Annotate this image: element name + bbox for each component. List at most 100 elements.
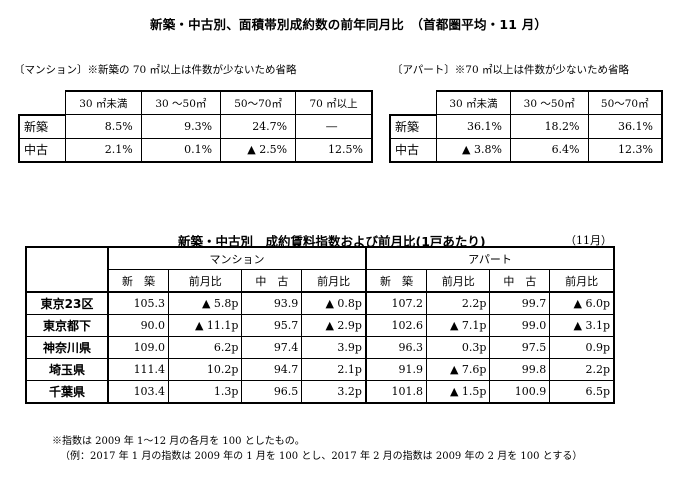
apart-table: 30 ㎡未満 30 ～50㎡ 50～70㎡ 新築 36.1% 18.2% 36.…: [389, 90, 663, 163]
table-cell: 103.4: [107, 380, 170, 404]
table-cell: ▲ 7.1p: [426, 314, 491, 337]
col-header: 50～70㎡: [220, 90, 297, 115]
table-cell: 3.9p: [301, 336, 367, 359]
row-label: 千葉県: [25, 380, 109, 404]
table-cell: 109.0: [107, 336, 170, 359]
col-header: 新 築: [107, 269, 170, 293]
table-cell: ▲ 0.8p: [301, 291, 367, 315]
table-cell: ▲ 7.6p: [426, 358, 491, 381]
row-label: 中古: [389, 137, 437, 163]
table-cell: 105.3: [107, 291, 170, 315]
table-cell: 94.7: [241, 358, 303, 381]
row-label: 新築: [389, 113, 437, 139]
mansion-label: 〔マンション〕: [14, 64, 88, 76]
footnote-1: ※指数は 2009 年 1～12 月の各月を 100 としたもの。: [52, 436, 305, 447]
table-cell: ▲ 5.8p: [168, 291, 243, 315]
table-cell: 2.2p: [549, 358, 615, 381]
table-cell: ▲ 6.0p: [549, 291, 615, 315]
table-cell: 0.1%: [140, 137, 222, 163]
table-row: 東京都下 90.0 ▲ 11.1p 95.7 ▲ 2.9p 102.6 ▲ 7.1p 99.0…: [25, 314, 615, 337]
index-table-month: （11月）: [565, 234, 612, 247]
col-header: 30 ㎡未満: [65, 90, 142, 115]
corner-cell: [19, 91, 66, 115]
col-header: 中 古: [489, 269, 551, 293]
table-cell: 36.1%: [436, 114, 511, 139]
index-table-title: 新築・中古別 成約賃料指数および前月比(1戸あたり): [178, 234, 486, 249]
table-cell: 97.5: [489, 336, 551, 359]
corner-cell: [25, 246, 109, 293]
table-cell: 9.3%: [140, 114, 222, 139]
table-cell: 107.2: [365, 291, 428, 315]
col-header: 前月比: [426, 269, 491, 293]
table-cell: ▲ 1.5p: [426, 380, 491, 404]
col-header: 30 ～50㎡: [509, 90, 589, 115]
table-cell: 2.1%: [65, 137, 142, 163]
table-cell: 6.4%: [509, 137, 589, 163]
row-label: 新築: [18, 113, 66, 139]
row-label: 埼玉県: [25, 358, 109, 381]
table-cell: 2.2p: [426, 291, 491, 315]
col-header: 70 ㎡以上: [295, 90, 374, 115]
col-header: 前月比: [549, 269, 615, 293]
table-cell: 101.8: [365, 380, 428, 404]
table-row: 埼玉県 111.4 10.2p 94.7 2.1p 91.9 ▲ 7.6p 99.8 2.2p: [25, 358, 615, 381]
table-cell: 99.7: [489, 291, 551, 315]
table-cell: 99.8: [489, 358, 551, 381]
table-cell: 100.9: [489, 380, 551, 404]
table-cell: ―: [295, 114, 374, 139]
index-table-body: 東京23区 105.3 ▲ 5.8p 93.9 ▲ 0.8p 107.2 2.2p 99.7 ▲…: [25, 291, 615, 404]
table-cell: 90.0: [107, 314, 170, 337]
mansion-table: 30 ㎡未満 30 ～50㎡ 50～70㎡ 70 ㎡以上 新築 8.5% 9.3…: [18, 90, 374, 163]
table-cell: 91.9: [365, 358, 428, 381]
table-cell: 93.9: [241, 291, 303, 315]
col-header: 50～70㎡: [587, 90, 663, 115]
row-label: 東京都下: [25, 314, 109, 337]
table-cell: 18.2%: [509, 114, 589, 139]
table-cell: 0.9p: [549, 336, 615, 359]
table-cell: 12.5%: [295, 137, 374, 163]
table-cell: ▲ 2.5%: [220, 137, 297, 163]
table-cell: 0.3p: [426, 336, 491, 359]
table-cell: 6.2p: [168, 336, 243, 359]
group-header-apart: アパート: [365, 246, 615, 270]
col-header: 前月比: [168, 269, 243, 293]
col-header: 前月比: [301, 269, 367, 293]
index-table: マンション アパート 新 築 前月比 中 古 前月比 新 築 前月比 中 古 前…: [25, 246, 615, 404]
apart-label: 〔アパート〕: [392, 64, 455, 76]
mansion-header: 〔マンション〕※新築の 70 ㎡以上は件数が少ないため省略: [14, 62, 297, 77]
table-cell: 97.4: [241, 336, 303, 359]
table-cell: 111.4: [107, 358, 170, 381]
table-cell: 12.3%: [587, 137, 663, 163]
page-title: 新築・中古別、面積帯別成約数の前年同月比 （首都圏平均・11 月）: [150, 17, 548, 32]
col-header: 新 築: [365, 269, 428, 293]
table-cell: ▲ 3.1p: [549, 314, 615, 337]
table-cell: ▲ 11.1p: [168, 314, 243, 337]
apart-note: ※70 ㎡以上は件数が少ないため省略: [454, 64, 629, 76]
table-row: 千葉県 103.4 1.3p 96.5 3.2p 101.8 ▲ 1.5p 100.9 6.5p: [25, 380, 615, 404]
table-cell: 36.1%: [587, 114, 663, 139]
table-cell: 99.0: [489, 314, 551, 337]
table-cell: 95.7: [241, 314, 303, 337]
col-header: 30 ～50㎡: [140, 90, 222, 115]
row-label: 中古: [18, 137, 66, 163]
col-header: 30 ㎡未満: [436, 90, 511, 115]
footnote-2: （例：2017 年 1 月の指数は 2009 年の 1 月を 100 とし、20…: [60, 451, 583, 462]
apart-header: 〔アパート〕※70 ㎡以上は件数が少ないため省略: [392, 62, 629, 77]
group-header-mansion: マンション: [107, 246, 367, 270]
col-header: 中 古: [241, 269, 303, 293]
table-cell: 96.5: [241, 380, 303, 404]
corner-cell: [390, 91, 437, 115]
row-label: 東京23区: [25, 291, 109, 315]
table-row: 神奈川県 109.0 6.2p 97.4 3.9p 96.3 0.3p 97.5 0.9p: [25, 336, 615, 359]
table-cell: 102.6: [365, 314, 428, 337]
table-row: 東京23区 105.3 ▲ 5.8p 93.9 ▲ 0.8p 107.2 2.2p 99.7 ▲…: [25, 291, 615, 315]
table-cell: 2.1p: [301, 358, 367, 381]
table-cell: 6.5p: [549, 380, 615, 404]
table-cell: ▲ 2.9p: [301, 314, 367, 337]
table-cell: 24.7%: [220, 114, 297, 139]
table-cell: 8.5%: [65, 114, 142, 139]
table-cell: 10.2p: [168, 358, 243, 381]
mansion-note: ※新築の 70 ㎡以上は件数が少ないため省略: [87, 64, 297, 76]
table-cell: 3.2p: [301, 380, 367, 404]
row-label: 神奈川県: [25, 336, 109, 359]
